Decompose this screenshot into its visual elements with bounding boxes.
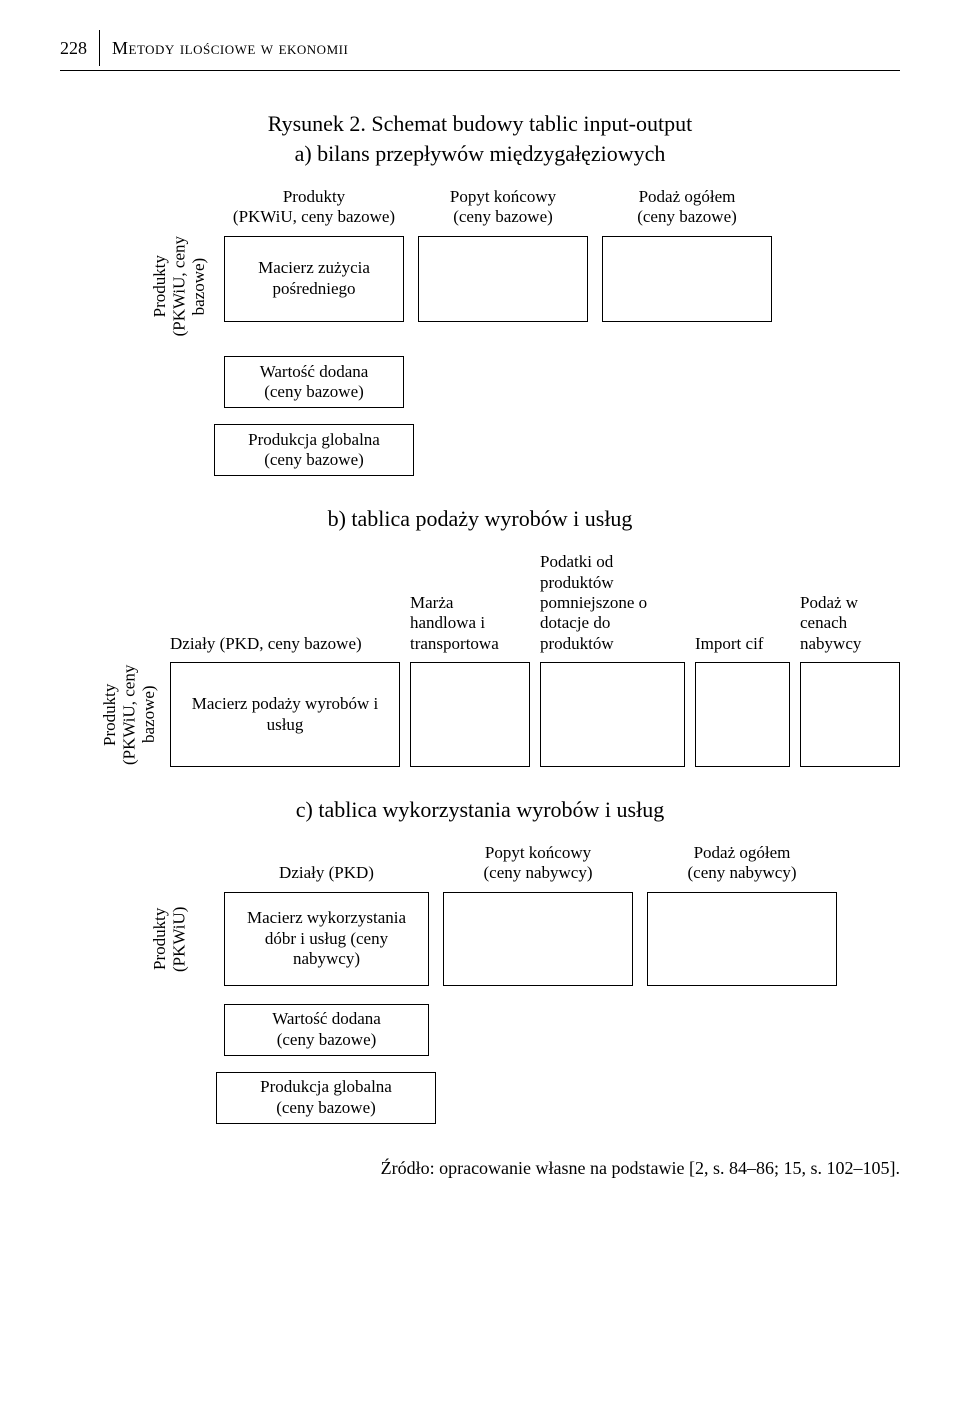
a-col1-label: Produkty (PKWiU, ceny bazowe) [224,187,404,228]
b-col2-label: Marża handlowa i transportowa [410,593,530,654]
section-c-caption: c) tablica wykorzystania wyrobów i usług [60,797,900,823]
a-value-added-label: Wartość dodana (ceny bazowe) [260,362,369,403]
a-global-production-label: Produkcja globalna (ceny bazowe) [248,430,380,471]
section-b: b) tablica podaży wyrobów i usług Działy… [60,506,900,767]
c-col3-label: Podaż ogółem (ceny nabywcy) [647,843,837,884]
b-col1-label: Działy (PKD, ceny bazowe) [170,634,400,654]
figure-source: Źródło: opracowanie własne na podstawie … [60,1158,900,1179]
header-title: Metody ilościowe w ekonomii [100,38,348,59]
section-b-caption: b) tablica podaży wyrobów i usług [60,506,900,532]
b-col4-label: Import cif [695,634,790,654]
c-final-demand-box [443,892,633,986]
a-matrix-box: Macierz zużycia pośredniego [224,236,404,322]
a-matrix-label: Macierz zużycia pośredniego [258,258,370,299]
c-global-production-box: Produkcja globalna (ceny bazowe) [216,1072,436,1124]
a-col3-label: Podaż ogółem (ceny bazowe) [602,187,772,228]
c-total-supply-box [647,892,837,986]
b-row-label: Produkty (PKWiU, ceny bazowe) [100,662,160,767]
section-a: a) bilans przepływów międzygałęziowych P… [60,141,900,476]
b-supply-purchaser-box [800,662,900,767]
b-col5-label: Podaż w cenach nabywcy [800,593,900,654]
running-header: 228 Metody ilościowe w ekonomii [60,30,900,66]
c-col1-label: Działy (PKD) [224,863,429,883]
c-value-added-label: Wartość dodana (ceny bazowe) [272,1009,381,1050]
c-use-matrix-label: Macierz wykorzystania dóbr i usług (ceny… [247,908,406,969]
a-total-supply-box [602,236,772,322]
a-row-label: Produkty (PKWiU, ceny bazowe) [150,236,210,336]
a-final-demand-box [418,236,588,322]
figure-title: Rysunek 2. Schemat budowy tablic input-o… [60,111,900,137]
c-global-production-label: Produkcja globalna (ceny bazowe) [260,1077,392,1118]
c-col2-label: Popyt końcowy (ceny nabywcy) [443,843,633,884]
b-taxes-box [540,662,685,767]
b-margin-box [410,662,530,767]
section-c: c) tablica wykorzystania wyrobów i usług… [60,797,900,1124]
section-a-caption: a) bilans przepływów międzygałęziowych [60,141,900,167]
a-value-added-box: Wartość dodana (ceny bazowe) [224,356,404,408]
a-global-production-box: Produkcja globalna (ceny bazowe) [214,424,414,476]
b-import-box [695,662,790,767]
b-supply-matrix-box: Macierz podaży wyrobów i usług [170,662,400,767]
c-use-matrix-box: Macierz wykorzystania dóbr i usług (ceny… [224,892,429,986]
c-row-label: Produkty (PKWiU) [150,892,210,986]
b-col3-label: Podatki od produktów pomniejszone o dota… [540,552,685,654]
a-col2-label: Popyt końcowy (ceny bazowe) [418,187,588,228]
header-rule [60,70,900,71]
c-value-added-box: Wartość dodana (ceny bazowe) [224,1004,429,1056]
b-supply-matrix-label: Macierz podaży wyrobów i usług [177,694,393,735]
page-number: 228 [60,30,100,66]
